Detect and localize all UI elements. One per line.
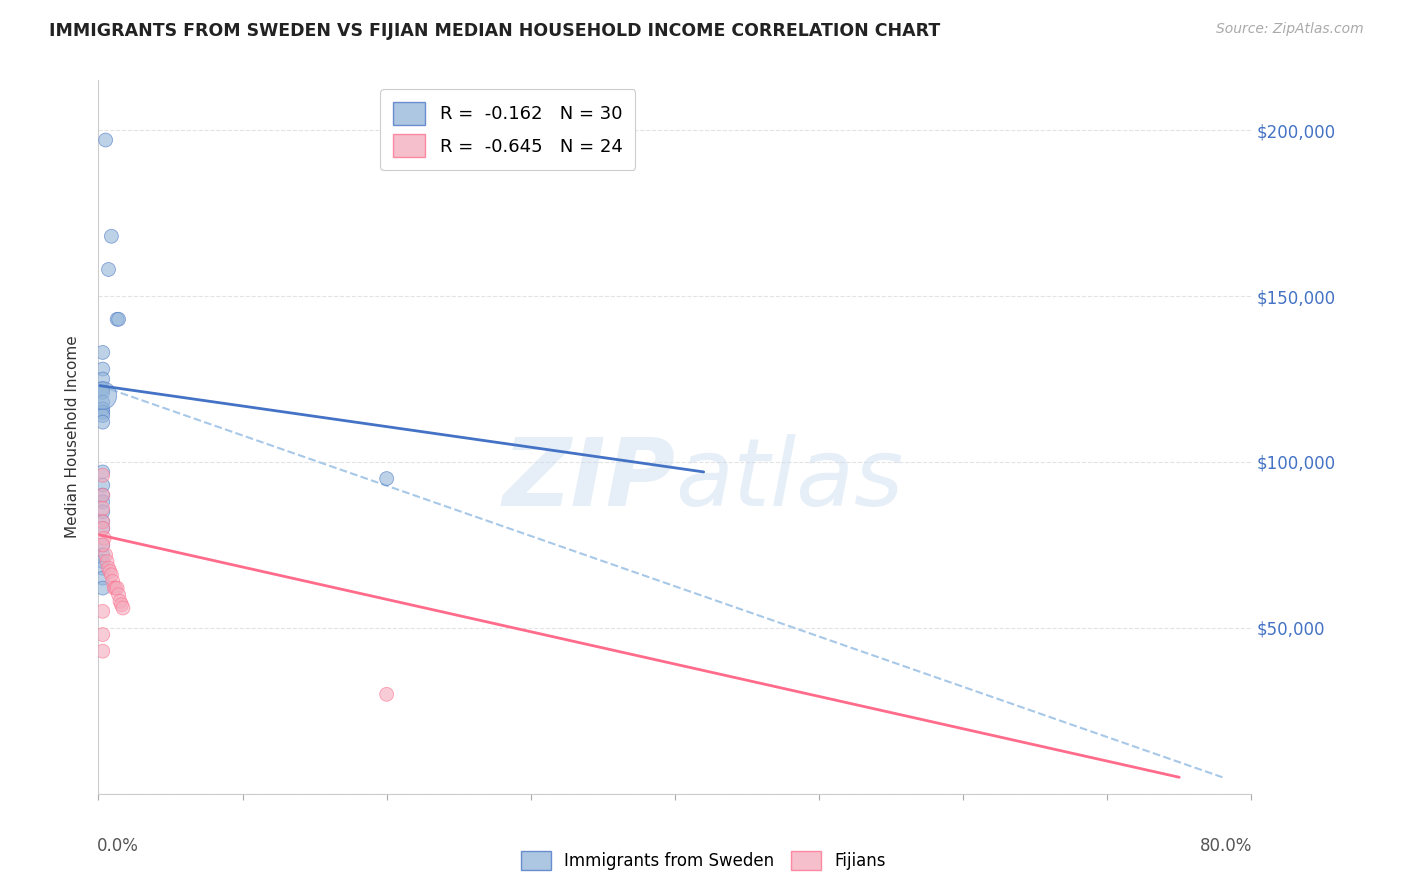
Point xyxy=(91,405,114,419)
Point xyxy=(91,488,114,502)
Text: ZIP: ZIP xyxy=(502,434,675,526)
Point xyxy=(91,478,114,492)
Point xyxy=(91,415,114,429)
Text: IMMIGRANTS FROM SWEDEN VS FIJIAN MEDIAN HOUSEHOLD INCOME CORRELATION CHART: IMMIGRANTS FROM SWEDEN VS FIJIAN MEDIAN … xyxy=(49,22,941,40)
Point xyxy=(91,362,114,376)
Point xyxy=(91,538,114,552)
Text: atlas: atlas xyxy=(675,434,903,525)
Point xyxy=(91,581,114,595)
Point xyxy=(91,401,114,416)
Point xyxy=(91,561,114,575)
Point xyxy=(91,555,114,569)
Point xyxy=(107,312,129,326)
Point xyxy=(91,372,114,386)
Point xyxy=(91,409,114,423)
Point xyxy=(91,488,114,502)
Point xyxy=(91,548,114,562)
Point xyxy=(91,395,114,409)
Point xyxy=(94,548,117,562)
Point xyxy=(97,262,120,277)
Point xyxy=(91,385,114,400)
Point xyxy=(100,567,122,582)
Point xyxy=(108,594,131,608)
Point xyxy=(91,388,114,402)
Point xyxy=(91,345,114,359)
Point xyxy=(110,598,132,612)
Point xyxy=(91,571,114,585)
Point xyxy=(375,687,398,701)
Point xyxy=(98,565,121,579)
Point xyxy=(91,495,114,509)
Point xyxy=(93,531,115,545)
Point xyxy=(91,501,114,516)
Point xyxy=(91,382,114,396)
Point xyxy=(107,588,129,602)
Point xyxy=(91,465,114,479)
Point xyxy=(91,521,114,535)
Point xyxy=(111,601,134,615)
Text: 0.0%: 0.0% xyxy=(97,837,139,855)
Point xyxy=(101,574,124,589)
Point xyxy=(91,515,114,529)
Point xyxy=(375,472,398,486)
Y-axis label: Median Household Income: Median Household Income xyxy=(65,335,80,539)
Point xyxy=(91,515,114,529)
Legend: Immigrants from Sweden, Fijians: Immigrants from Sweden, Fijians xyxy=(513,845,893,877)
Point xyxy=(105,581,128,595)
Point xyxy=(103,581,125,595)
Point xyxy=(97,561,120,575)
Point xyxy=(94,133,117,147)
Text: 80.0%: 80.0% xyxy=(1201,837,1253,855)
Point xyxy=(91,644,114,658)
Point xyxy=(100,229,122,244)
Text: Source: ZipAtlas.com: Source: ZipAtlas.com xyxy=(1216,22,1364,37)
Point xyxy=(105,312,128,326)
Point xyxy=(91,468,114,483)
Point xyxy=(91,521,114,535)
Point xyxy=(91,604,114,618)
Legend: R =  -0.162   N = 30, R =  -0.645   N = 24: R = -0.162 N = 30, R = -0.645 N = 24 xyxy=(380,89,636,170)
Point xyxy=(91,538,114,552)
Point xyxy=(91,627,114,641)
Point xyxy=(104,581,127,595)
Point xyxy=(91,505,114,519)
Point xyxy=(96,555,118,569)
